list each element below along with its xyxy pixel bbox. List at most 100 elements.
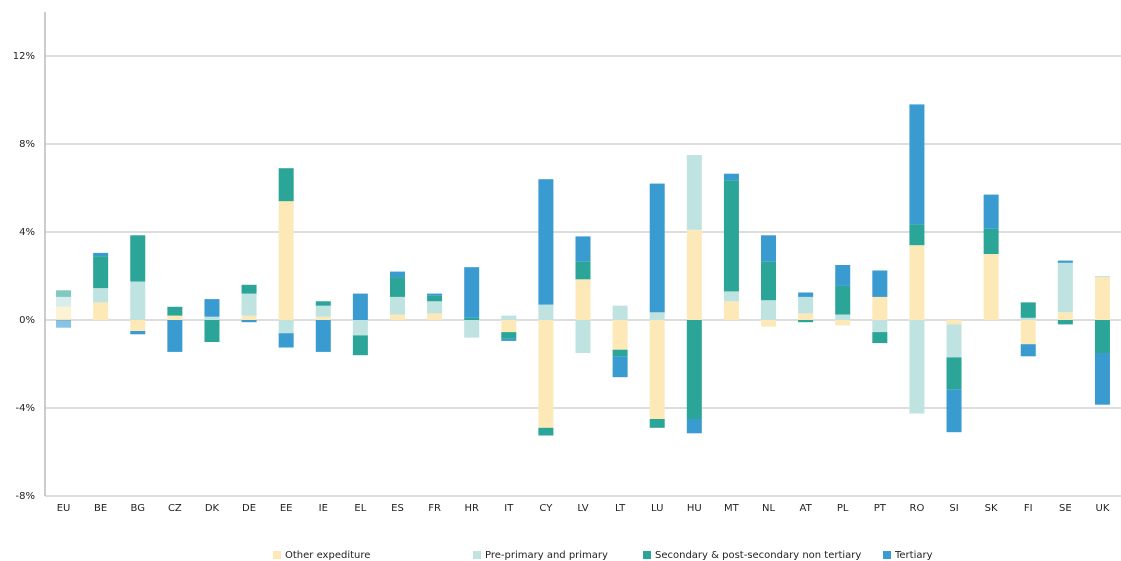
x-tick-label: BE [94, 503, 107, 514]
legend-swatch [273, 551, 281, 559]
bar-segment [798, 313, 814, 320]
bar-segment [612, 349, 628, 357]
legend-swatch [473, 551, 481, 559]
bar-segment [1057, 260, 1073, 263]
bar-segment [946, 320, 962, 325]
bar-segment [798, 320, 814, 323]
bar-segment [1057, 320, 1073, 325]
bar-segment [241, 284, 257, 294]
bar-segment [464, 317, 480, 320]
legend-label: Secondary & post-secondary non tertiary [655, 550, 861, 561]
bar-segment [93, 256, 109, 289]
bar-segment [1094, 353, 1110, 405]
bar-segment [983, 228, 999, 254]
bar-segment [686, 155, 702, 230]
bar-segment [167, 306, 183, 316]
bar-segment [204, 320, 220, 342]
x-tick-label: CZ [168, 503, 182, 514]
bar-segment [167, 315, 183, 320]
bar-segment [315, 301, 331, 306]
bar-segment [56, 290, 72, 297]
x-tick-label: UK [1096, 503, 1110, 514]
x-tick-label: PL [837, 503, 849, 514]
bar-segment [575, 279, 591, 320]
bar-segment [427, 313, 443, 320]
x-tick-label: RO [910, 503, 925, 514]
bar-segment [575, 236, 591, 262]
x-tick-label: EL [354, 503, 366, 514]
x-tick-label: MT [724, 503, 740, 514]
bar-segment [612, 305, 628, 320]
bar-segment [56, 296, 72, 307]
x-tick-label: FI [1024, 503, 1033, 514]
bar-segment [352, 293, 368, 320]
bar-segment [612, 356, 628, 378]
bar-segment [1094, 277, 1110, 320]
bar-segment [649, 312, 665, 320]
bar-segment [278, 320, 294, 334]
bar-segment [241, 320, 257, 323]
bar-segment [835, 265, 851, 286]
bar-segment [278, 333, 294, 348]
bar-segment [723, 301, 739, 320]
bar-segment [501, 320, 517, 333]
bar-segment [241, 293, 257, 316]
bar-segment [723, 173, 739, 181]
bar-segment [167, 320, 183, 352]
bar-segment [1020, 344, 1036, 357]
bar-segment [983, 254, 999, 320]
x-tick-label: HU [687, 503, 702, 514]
bar-segment [204, 299, 220, 317]
x-tick-label: LT [615, 503, 626, 514]
bar-segment [909, 320, 925, 414]
y-tick-label: 4% [19, 227, 35, 238]
bar-segment [649, 183, 665, 313]
bar-segment [538, 304, 554, 320]
bar-segment [761, 261, 777, 301]
bar-segment [798, 292, 814, 297]
bar-segment [761, 300, 777, 320]
bar-segment [278, 168, 294, 202]
x-tick-label: CY [539, 503, 553, 514]
bar-segment [427, 301, 443, 314]
bar-segment [278, 201, 294, 320]
bar-segment [389, 277, 405, 297]
bar-segment [538, 427, 554, 436]
bar-segment [983, 194, 999, 229]
bar-segment [872, 320, 888, 333]
bar-segment [93, 302, 109, 320]
x-tick-label: SI [949, 503, 958, 514]
bar-segment [649, 419, 665, 428]
x-tick-label: DE [242, 503, 256, 514]
bar-segment [427, 295, 443, 302]
bar-segment [1057, 312, 1073, 320]
x-tick-label: BG [131, 503, 145, 514]
bar-segment [1094, 276, 1110, 278]
bar-segment [909, 224, 925, 246]
bar-segment [315, 305, 331, 317]
bar-segment [575, 320, 591, 353]
bar-segment [130, 281, 146, 320]
y-tick-label: 8% [19, 139, 35, 150]
bar-segment [612, 320, 628, 350]
bar-segment [835, 320, 851, 326]
x-tick-label: SK [985, 503, 998, 514]
x-tick-label: FR [428, 503, 441, 514]
bar-segment [241, 315, 257, 320]
bar-segment [538, 179, 554, 305]
bar-segment [575, 261, 591, 280]
x-tick-label: IT [504, 503, 514, 514]
y-tick-label: -8% [16, 491, 35, 502]
bar-segment [946, 324, 962, 358]
bar-segment [130, 320, 146, 331]
x-tick-label: PT [874, 503, 887, 514]
x-tick-label: DK [205, 503, 220, 514]
bar-segment [798, 296, 814, 314]
bar-segment [464, 320, 480, 338]
y-tick-label: 12% [13, 51, 35, 62]
x-tick-label: EE [280, 503, 293, 514]
bar-segment [649, 320, 665, 419]
bar-segment [1020, 320, 1036, 345]
y-tick-label: 0% [19, 315, 35, 326]
